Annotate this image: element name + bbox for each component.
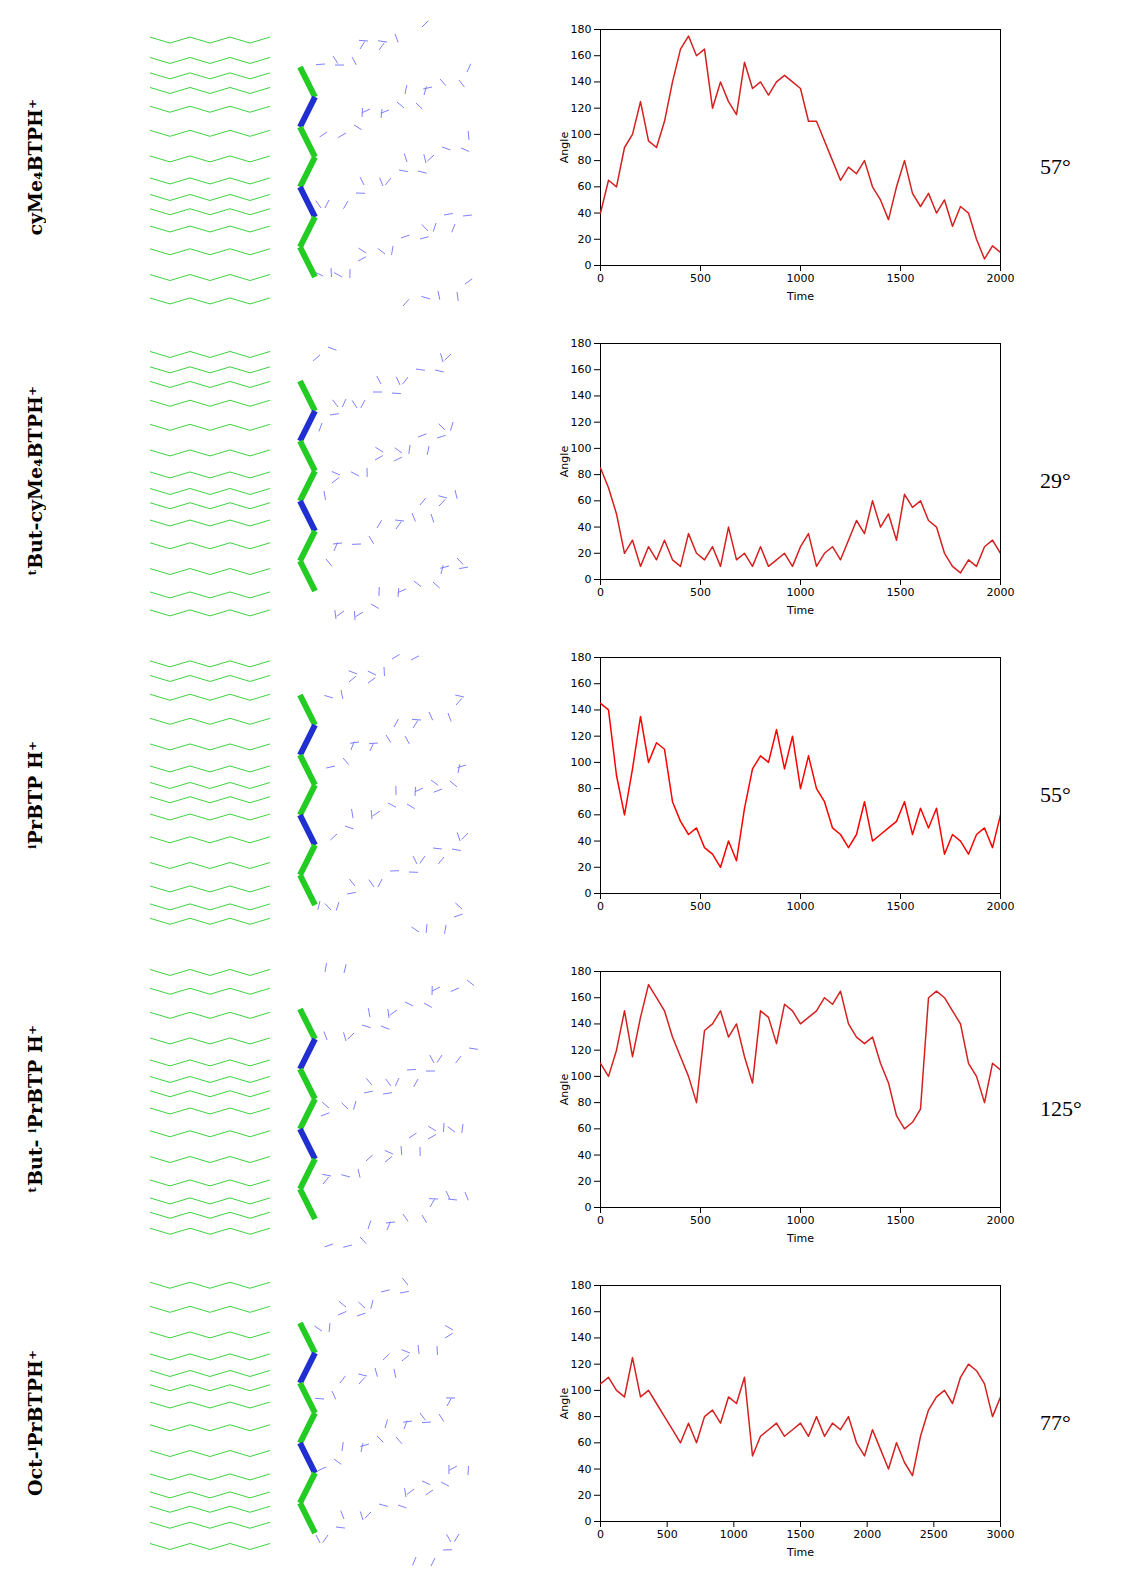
svg-text:Angle: Angle <box>558 132 571 164</box>
svg-text:100: 100 <box>571 128 592 141</box>
svg-text:60: 60 <box>578 808 592 821</box>
svg-text:20: 20 <box>578 1175 592 1188</box>
svg-text:0: 0 <box>597 272 604 285</box>
svg-text:100: 100 <box>571 1070 592 1083</box>
svg-text:1500: 1500 <box>887 586 915 599</box>
svg-text:500: 500 <box>690 1214 711 1227</box>
svg-text:140: 140 <box>571 1331 592 1344</box>
svg-text:180: 180 <box>571 1279 592 1292</box>
svg-text:1500: 1500 <box>887 272 915 285</box>
svg-text:180: 180 <box>571 965 592 978</box>
svg-text:2000: 2000 <box>987 900 1015 913</box>
svg-text:20: 20 <box>578 861 592 874</box>
svg-text:500: 500 <box>657 1528 678 1541</box>
svg-text:0: 0 <box>585 259 592 272</box>
svg-text:120: 120 <box>571 102 592 115</box>
html-text:cyMe₄BTPH⁺: cyMe₄BTPH⁺ <box>24 98 46 236</box>
svg-text:140: 140 <box>571 75 592 88</box>
svg-text:2000: 2000 <box>987 586 1015 599</box>
svg-text:1500: 1500 <box>787 1528 815 1541</box>
svg-text:140: 140 <box>571 1017 592 1030</box>
svg-text:160: 160 <box>571 49 592 62</box>
svg-text:60: 60 <box>578 1436 592 1449</box>
svg-text:140: 140 <box>571 703 592 716</box>
svg-text:0: 0 <box>597 586 604 599</box>
svg-text:40: 40 <box>578 207 592 220</box>
svg-text:500: 500 <box>690 900 711 913</box>
html-text:125°: 125° <box>1040 1096 1082 1121</box>
html-text:ᵗBut-cyMe₄BTPH⁺: ᵗBut-cyMe₄BTPH⁺ <box>24 386 46 576</box>
svg-text:180: 180 <box>571 651 592 664</box>
svg-text:0: 0 <box>585 1201 592 1214</box>
svg-text:120: 120 <box>571 1358 592 1371</box>
svg-text:20: 20 <box>578 1489 592 1502</box>
svg-text:80: 80 <box>578 782 592 795</box>
svg-text:Time: Time <box>786 1232 814 1245</box>
svg-text:1000: 1000 <box>720 1528 748 1541</box>
svg-text:40: 40 <box>578 521 592 534</box>
svg-text:160: 160 <box>571 991 592 1004</box>
svg-text:Time: Time <box>786 604 814 617</box>
svg-text:0: 0 <box>597 900 604 913</box>
svg-text:100: 100 <box>571 1384 592 1397</box>
svg-text:Time: Time <box>786 1546 814 1559</box>
svg-text:100: 100 <box>571 442 592 455</box>
svg-text:2000: 2000 <box>853 1528 881 1541</box>
svg-text:120: 120 <box>571 416 592 429</box>
svg-text:1000: 1000 <box>787 1214 815 1227</box>
svg-text:160: 160 <box>571 363 592 376</box>
svg-text:60: 60 <box>578 494 592 507</box>
svg-text:3000: 3000 <box>987 1528 1015 1541</box>
svg-text:1000: 1000 <box>787 900 815 913</box>
svg-text:80: 80 <box>578 468 592 481</box>
svg-text:120: 120 <box>571 730 592 743</box>
html-text:Oct-ⁱPrBTPH⁺: Oct-ⁱPrBTPH⁺ <box>24 1350 46 1496</box>
html-text:29°: 29° <box>1040 468 1071 493</box>
svg-text:1000: 1000 <box>787 272 815 285</box>
html-text:57°: 57° <box>1040 154 1071 179</box>
svg-text:500: 500 <box>690 586 711 599</box>
svg-text:180: 180 <box>571 23 592 36</box>
svg-text:0: 0 <box>585 1515 592 1528</box>
svg-text:0: 0 <box>585 573 592 586</box>
svg-text:40: 40 <box>578 1149 592 1162</box>
svg-text:2000: 2000 <box>987 1214 1015 1227</box>
svg-text:20: 20 <box>578 233 592 246</box>
svg-text:60: 60 <box>578 180 592 193</box>
svg-text:160: 160 <box>571 677 592 690</box>
svg-text:500: 500 <box>690 272 711 285</box>
svg-text:120: 120 <box>571 1044 592 1057</box>
svg-text:2000: 2000 <box>987 272 1015 285</box>
svg-text:0: 0 <box>585 887 592 900</box>
svg-text:160: 160 <box>571 1305 592 1318</box>
svg-text:100: 100 <box>571 756 592 769</box>
html-text:77°: 77° <box>1040 1410 1071 1435</box>
html-text:ᵗBut- ⁱPrBTP H⁺: ᵗBut- ⁱPrBTP H⁺ <box>24 1024 46 1194</box>
svg-text:20: 20 <box>578 547 592 560</box>
svg-text:Angle: Angle <box>558 1074 571 1106</box>
svg-text:60: 60 <box>578 1122 592 1135</box>
svg-text:1500: 1500 <box>887 1214 915 1227</box>
svg-text:1000: 1000 <box>787 586 815 599</box>
svg-text:2500: 2500 <box>920 1528 948 1541</box>
svg-text:Angle: Angle <box>558 1388 571 1420</box>
svg-text:80: 80 <box>578 1410 592 1423</box>
svg-text:1500: 1500 <box>887 900 915 913</box>
svg-text:Time: Time <box>786 290 814 303</box>
html-text:55°: 55° <box>1040 782 1071 807</box>
svg-text:Angle: Angle <box>558 446 571 478</box>
svg-text:80: 80 <box>578 154 592 167</box>
svg-text:40: 40 <box>578 835 592 848</box>
svg-text:140: 140 <box>571 389 592 402</box>
svg-text:80: 80 <box>578 1096 592 1109</box>
html-text:ⁱPrBTP H⁺: ⁱPrBTP H⁺ <box>24 741 46 849</box>
svg-text:0: 0 <box>597 1214 604 1227</box>
svg-text:180: 180 <box>571 337 592 350</box>
svg-text:0: 0 <box>597 1528 604 1541</box>
svg-text:40: 40 <box>578 1463 592 1476</box>
